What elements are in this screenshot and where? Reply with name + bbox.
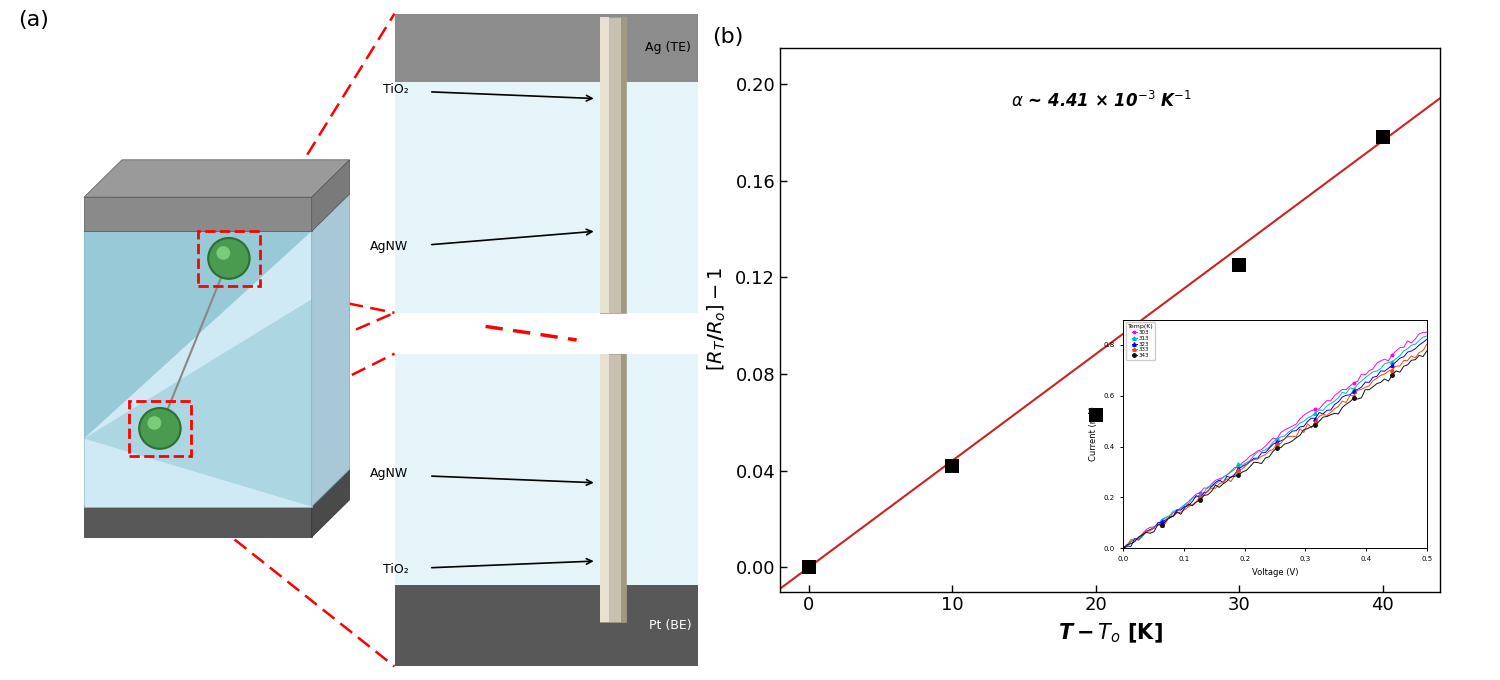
Polygon shape	[84, 160, 350, 197]
Polygon shape	[312, 469, 350, 537]
X-axis label: $\boldsymbol{T - T_o}$ [K]: $\boldsymbol{T - T_o}$ [K]	[1058, 622, 1162, 645]
Bar	[621, 17, 626, 313]
Circle shape	[140, 408, 180, 449]
Point	[1083, 409, 1107, 420]
Bar	[600, 17, 625, 313]
Text: Pt (BE): Pt (BE)	[648, 619, 692, 632]
Text: Ag (TE): Ag (TE)	[645, 41, 692, 54]
Bar	[394, 585, 698, 666]
Bar	[198, 231, 260, 286]
Text: AgNW: AgNW	[370, 240, 408, 254]
Bar	[394, 14, 698, 82]
Polygon shape	[84, 231, 312, 507]
Point	[1371, 132, 1395, 143]
Circle shape	[209, 238, 249, 279]
Bar	[129, 401, 190, 456]
Polygon shape	[84, 194, 350, 231]
Point	[1227, 260, 1251, 271]
Polygon shape	[312, 160, 350, 231]
Text: AgNW: AgNW	[370, 467, 408, 481]
Text: (a): (a)	[18, 10, 50, 30]
Bar	[621, 354, 626, 622]
Polygon shape	[312, 194, 350, 507]
Circle shape	[147, 416, 162, 430]
Polygon shape	[84, 299, 312, 507]
Polygon shape	[84, 469, 350, 507]
Polygon shape	[84, 197, 312, 231]
Polygon shape	[84, 231, 312, 439]
Point	[796, 562, 820, 573]
Polygon shape	[84, 194, 350, 231]
Bar	[600, 17, 609, 313]
Text: TiO₂: TiO₂	[382, 83, 408, 97]
Polygon shape	[84, 507, 312, 537]
Circle shape	[216, 246, 231, 260]
Bar	[394, 82, 698, 313]
Y-axis label: $[\boldsymbol{R_T/R_o}] - 1$: $[\boldsymbol{R_T/R_o}] - 1$	[706, 268, 729, 371]
Bar	[600, 354, 609, 622]
Point	[940, 460, 964, 471]
Text: $\alpha$ ~ 4.41 × 10$^{-3}$ K$^{-1}$: $\alpha$ ~ 4.41 × 10$^{-3}$ K$^{-1}$	[1011, 91, 1192, 112]
Text: TiO₂: TiO₂	[382, 563, 408, 577]
Text: (b): (b)	[712, 27, 744, 47]
Bar	[394, 354, 698, 585]
Bar	[600, 354, 625, 622]
